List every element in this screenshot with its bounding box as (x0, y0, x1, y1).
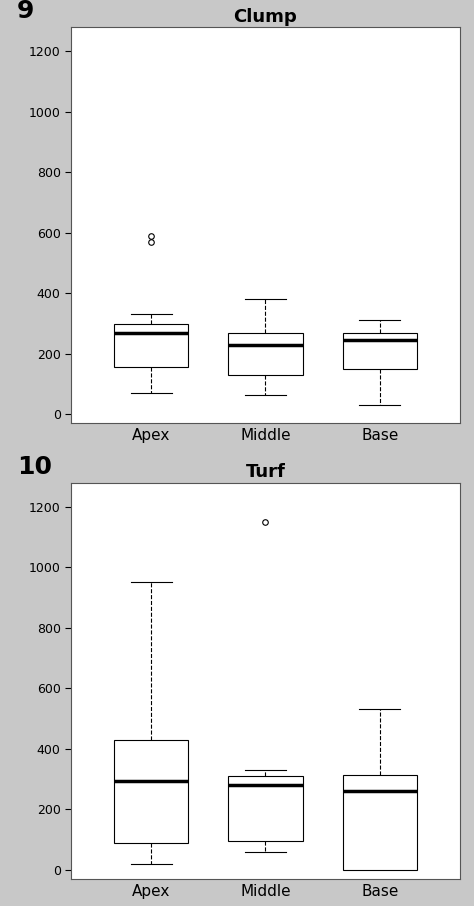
Title: Clump: Clump (234, 7, 297, 25)
Title: Turf: Turf (246, 463, 285, 481)
Text: 10: 10 (17, 455, 52, 478)
Bar (114, 323, 188, 367)
Bar (114, 739, 188, 843)
Text: 9: 9 (17, 0, 34, 24)
Bar (343, 775, 417, 870)
Bar (343, 333, 417, 369)
Bar (228, 776, 302, 841)
Bar (228, 333, 302, 375)
